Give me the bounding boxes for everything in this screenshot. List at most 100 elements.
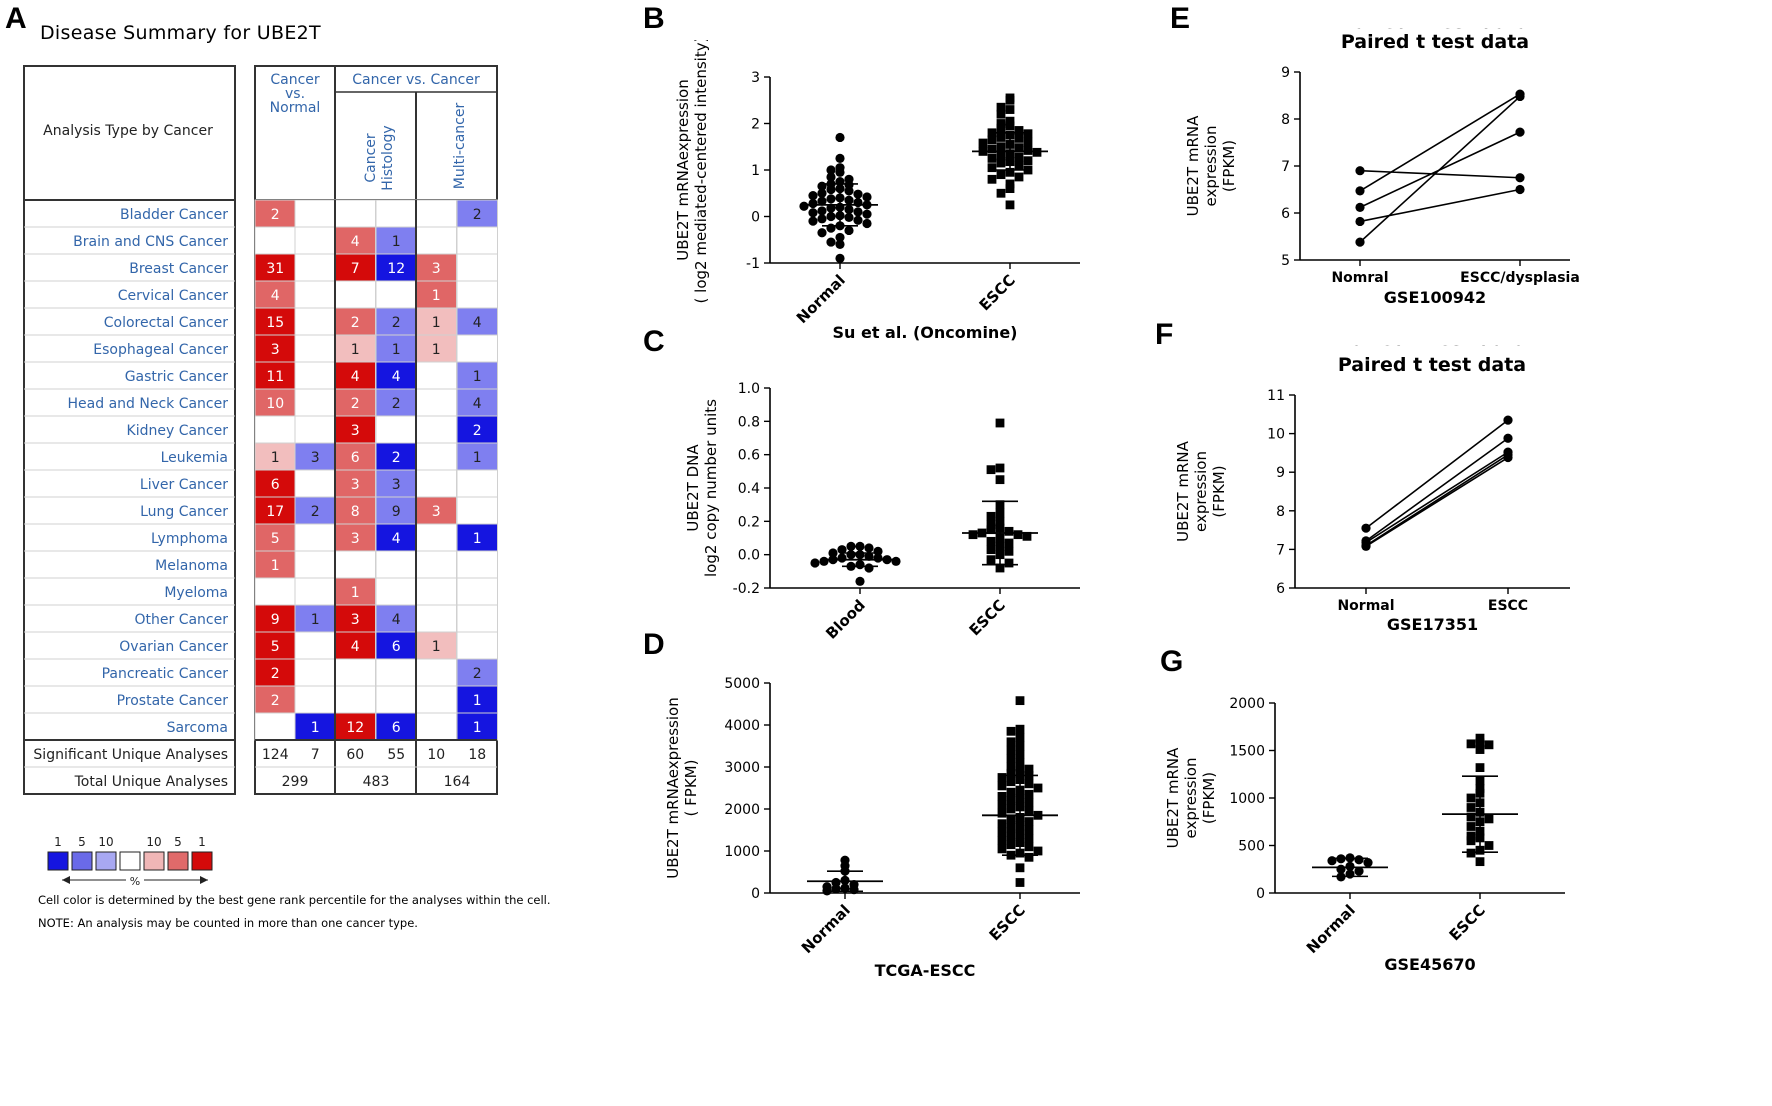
data-point — [826, 184, 836, 195]
data-point — [891, 556, 901, 566]
data-point — [862, 209, 872, 219]
y-tick-label: 1500 — [1229, 744, 1265, 760]
data-point — [846, 550, 856, 560]
data-point — [1484, 814, 1494, 824]
data-point — [862, 192, 872, 202]
data-point — [1015, 758, 1025, 768]
y-axis-label: (FPKM) — [1220, 140, 1238, 192]
data-point — [997, 844, 1007, 854]
data-point — [873, 553, 883, 563]
data-point — [808, 208, 818, 218]
cancer-label: Prostate Cancer — [117, 693, 229, 709]
heatmap-cell-value: 12 — [346, 720, 364, 736]
data-point — [835, 253, 845, 263]
cancer-label-frame — [23, 65, 236, 795]
y-tick-label: 1000 — [724, 844, 760, 860]
heatmap-cell-value: 3 — [351, 612, 360, 628]
heatmap-cell — [254, 415, 296, 444]
data-point — [835, 239, 845, 249]
cancer-label: Pancreatic Cancer — [102, 666, 229, 682]
data-point — [826, 211, 836, 222]
data-point — [1005, 167, 1015, 177]
heatmap-cell-value: 2 — [271, 207, 280, 223]
heatmap-cell — [334, 658, 376, 687]
heatmap-cell — [375, 280, 417, 309]
heatmap-cell-value: 1 — [432, 342, 441, 358]
data-point — [1503, 433, 1513, 443]
heatmap-cell — [456, 253, 498, 282]
y-axis-label: UBE2T DNA — [684, 444, 702, 532]
header-cancer-histology-2: Histology — [380, 125, 396, 190]
data-point — [986, 555, 996, 565]
cancer-label: Ovarian Cancer — [119, 639, 228, 655]
data-point — [846, 541, 856, 551]
y-axis-label: UBE2T mRNA — [1184, 115, 1202, 216]
data-point — [817, 196, 827, 206]
cancer-label: Head and Neck Cancer — [68, 396, 229, 412]
data-point — [1024, 779, 1034, 789]
heatmap-cell-value: 2 — [271, 666, 280, 682]
heatmap-cell — [334, 442, 376, 471]
data-point — [968, 530, 978, 540]
data-point — [810, 558, 820, 568]
cancer-label: Lymphoma — [151, 531, 228, 547]
y-axis-label: expression — [1192, 451, 1210, 532]
x-tick-label: ESCC/dysplasia — [1460, 270, 1580, 286]
header-cancer-vs-normal: vs. — [285, 86, 305, 102]
cancer-label: Melanoma — [155, 558, 228, 574]
data-point — [1006, 796, 1016, 805]
heatmap-cell — [334, 280, 376, 309]
data-point — [997, 773, 1007, 782]
heatmap-cell — [456, 199, 498, 228]
legend-swatch — [167, 851, 189, 871]
cancer-label: Lung Cancer — [140, 504, 228, 520]
heatmap-cell-value: 4 — [392, 612, 401, 628]
data-point — [1466, 803, 1476, 812]
data-point — [996, 133, 1006, 142]
heatmap-cell — [254, 199, 296, 228]
x-tick-label: Normal — [798, 901, 854, 957]
legend-swatch — [47, 851, 69, 871]
legend-swatch — [95, 851, 117, 871]
cancer-label: Esophageal Cancer — [93, 342, 228, 358]
heatmap-cell-value: 3 — [392, 477, 401, 493]
significant-analyses-value: 60 — [346, 747, 364, 763]
data-point — [995, 475, 1005, 485]
significant-analyses-value: 18 — [468, 747, 486, 763]
total-analyses-label: Total Unique Analyses — [74, 774, 228, 790]
heatmap-cell-value: 2 — [351, 396, 360, 412]
data-point — [864, 563, 874, 573]
data-point — [1024, 806, 1034, 816]
heatmap-cell-value: 1 — [351, 585, 360, 601]
heatmap-cell — [375, 604, 417, 633]
chart-g: 0 500 1000 1500 2000 Normal ESCC GSE45670 UBE2T … — [1164, 696, 1565, 974]
legend-number: 5 — [174, 835, 182, 849]
data-point — [799, 201, 809, 211]
data-point — [997, 792, 1007, 801]
paired-line — [1359, 169, 1521, 179]
data-point — [864, 551, 874, 561]
heatmap-cell-value: 4 — [351, 234, 360, 250]
y-tick-label: -1 — [746, 256, 760, 272]
data-point — [1024, 798, 1034, 808]
header-cancer-vs-normal: Normal — [270, 100, 321, 116]
data-point — [1015, 741, 1025, 751]
data-point — [1015, 724, 1025, 734]
x-tick-label: Nomral — [1331, 270, 1388, 286]
heatmap-cell-value: 7 — [351, 261, 360, 277]
data-point — [1355, 216, 1365, 227]
data-point — [1014, 160, 1024, 170]
data-point — [986, 520, 996, 530]
x-tick-label: ESCC — [976, 271, 1019, 314]
y-axis-label: UBE2T mRNA — [1174, 440, 1192, 541]
heatmap-cell — [375, 361, 417, 390]
data-point — [996, 151, 1006, 161]
chart-f: Paired t test data 6 7 8 9 10 11 Normal ESCC GSE1… — [1174, 345, 1570, 634]
heatmap-cell-value: 6 — [392, 639, 401, 655]
data-point — [986, 536, 996, 546]
data-point — [1515, 91, 1525, 102]
heatmap-cell-value: 4 — [351, 639, 360, 655]
heatmap-cell — [456, 226, 498, 255]
heatmap-cell — [375, 442, 417, 471]
data-point — [1484, 841, 1494, 850]
